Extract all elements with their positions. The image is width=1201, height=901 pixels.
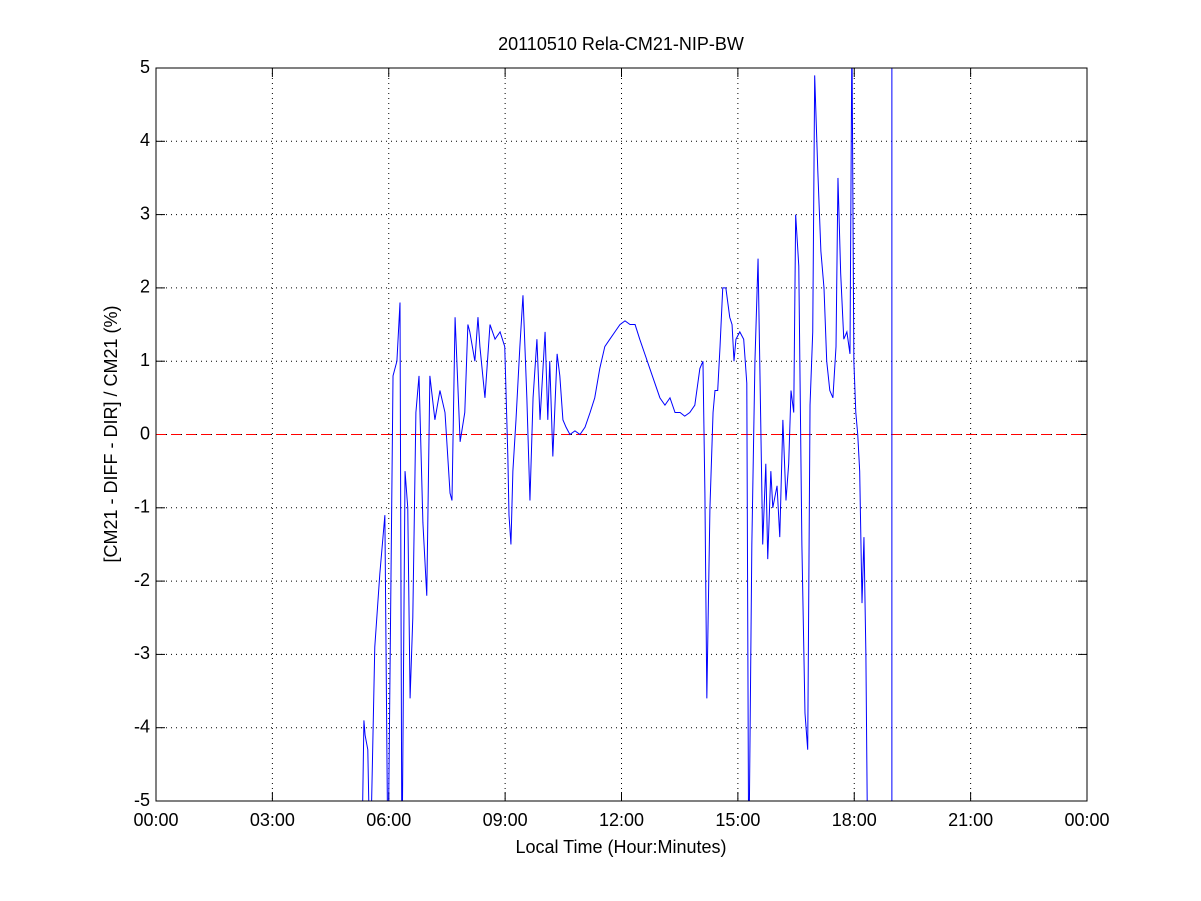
- x-tick-label: 21:00: [948, 810, 993, 830]
- y-tick-label: 2: [140, 277, 150, 297]
- x-tick-label: 12:00: [599, 810, 644, 830]
- axes-box: [155, 67, 1088, 802]
- y-axis-label: [CM21 - DIFF - DIR] / CM21 (%): [101, 305, 121, 562]
- y-tick-label: 3: [140, 203, 150, 223]
- x-tick-label: 00:00: [133, 810, 178, 830]
- x-tick-label: 03:00: [250, 810, 295, 830]
- y-tick-label: 4: [140, 130, 150, 150]
- y-tick-label: 0: [140, 423, 150, 443]
- y-tick-label: -4: [134, 716, 150, 736]
- x-tick-label: 09:00: [483, 810, 528, 830]
- x-tick-label: 00:00: [1064, 810, 1109, 830]
- y-tick-label: 5: [140, 57, 150, 77]
- y-tick-label: -5: [134, 790, 150, 810]
- chart-title: 20110510 Rela-CM21-NIP-BW: [498, 34, 744, 54]
- y-tick-label: -2: [134, 570, 150, 590]
- x-tick-label: 18:00: [832, 810, 877, 830]
- data-line: [362, 68, 893, 801]
- y-tick-label: -3: [134, 643, 150, 663]
- x-axis-label: Local Time (Hour:Minutes): [515, 837, 726, 857]
- x-tick-label: 15:00: [715, 810, 760, 830]
- y-tick-label: 1: [140, 350, 150, 370]
- x-tick-label: 06:00: [366, 810, 411, 830]
- y-tick-label: -1: [134, 497, 150, 517]
